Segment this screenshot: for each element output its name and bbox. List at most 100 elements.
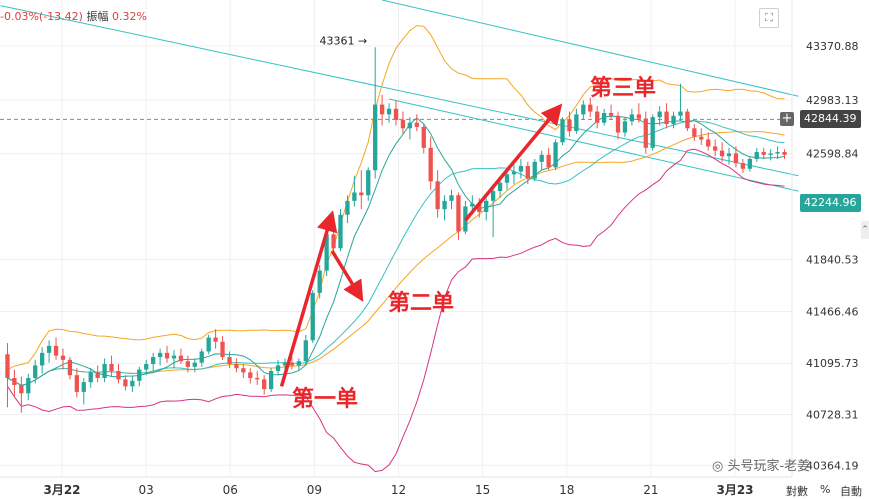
candle-body — [109, 364, 114, 371]
candle-body — [192, 362, 197, 367]
channel-lower-line — [0, 5, 799, 177]
candle-body — [518, 165, 524, 172]
candle-body — [359, 192, 364, 196]
candle-body — [46, 345, 52, 353]
time-axis: 3月22 03 06 09 12 15 18 21 3月23 — [0, 476, 792, 497]
candle-body — [615, 115, 621, 133]
candle-body — [490, 191, 496, 201]
watermark-text: 头号玩家-老姜 — [727, 459, 811, 474]
scroll-handle-icon[interactable]: ⌃ — [861, 221, 869, 239]
arrow-second — [330, 250, 364, 302]
annotation-second: 第二单 — [388, 291, 455, 316]
candle-body — [262, 379, 267, 390]
candle-body — [282, 362, 288, 366]
candle-body — [678, 111, 683, 116]
candle-body — [88, 372, 93, 383]
candle-body — [324, 234, 329, 271]
candle-body — [629, 114, 635, 122]
ma-mid-line — [7, 120, 785, 386]
current-price-label: 42844.39 — [800, 110, 861, 129]
candle-body — [95, 372, 100, 378]
annotation-third: 第三单 — [590, 76, 657, 101]
price-axis: 43370.88 42983.13 42598.84 41840.53 41466.46… — [791, 0, 859, 477]
candle-body — [248, 372, 253, 378]
channel-upper-line — [382, 0, 799, 97]
candle-body — [345, 200, 350, 215]
candle-body — [754, 152, 759, 159]
candle-body — [706, 139, 711, 147]
candle-body — [81, 382, 86, 392]
candle-body — [657, 111, 662, 118]
candle-body — [241, 368, 246, 373]
candle-body — [504, 174, 510, 183]
candle-body — [588, 104, 593, 112]
candle-body — [26, 377, 31, 394]
channel-mid-line — [388, 98, 799, 192]
candle-body — [67, 359, 73, 376]
candle-body — [414, 122, 419, 127]
candle-body — [255, 377, 260, 380]
candle-body — [761, 152, 766, 155]
candle-body — [484, 200, 489, 212]
candle-body — [435, 181, 440, 210]
candle-body — [699, 136, 704, 140]
candle-body — [407, 122, 413, 129]
candle-body — [213, 337, 218, 342]
log-scale-button[interactable]: 對數 — [786, 485, 808, 498]
watermark: ◎ 头号玩家-老姜 — [712, 459, 811, 474]
candle-body — [622, 121, 628, 133]
candle-body — [511, 171, 517, 175]
candle-body — [719, 150, 725, 157]
time-tick-label: 12 — [391, 483, 406, 497]
price-tick-label: 41840.53 — [806, 253, 859, 266]
candle-body — [303, 340, 308, 362]
candle-body — [185, 361, 191, 367]
candle-body — [456, 195, 461, 232]
time-tick-label: 3月23 — [716, 483, 753, 497]
candle-body — [601, 112, 607, 123]
add-alert-icon[interactable]: + — [780, 111, 794, 127]
candle-body — [733, 153, 739, 164]
candle-body — [393, 108, 399, 120]
candle-body — [747, 159, 752, 169]
price-tick-label: 42598.84 — [806, 148, 859, 161]
arrow-first — [279, 210, 338, 387]
candle-body — [137, 369, 142, 381]
candle-body — [768, 153, 773, 155]
candle-body — [352, 192, 357, 201]
candle-body — [532, 161, 537, 179]
candle-body — [574, 114, 579, 132]
candle-body — [164, 352, 170, 359]
candle-body — [227, 357, 232, 365]
candle-body — [712, 146, 718, 151]
bollinger-bands — [7, 25, 785, 473]
time-tick-label: 06 — [223, 483, 238, 497]
candle-body — [671, 115, 676, 125]
candle-body — [130, 380, 135, 387]
candle-body — [726, 153, 732, 157]
percent-scale-button[interactable]: % — [820, 483, 831, 496]
time-tick-label: 18 — [559, 483, 574, 497]
candle-body — [560, 119, 565, 143]
candle-body — [220, 341, 225, 358]
candle-body — [40, 352, 45, 366]
candle-body — [171, 355, 177, 359]
trend-channel — [0, 0, 799, 192]
header-stats: -0.03%(-13.42) 振幅 0.32% — [0, 8, 147, 24]
candle-body — [421, 126, 426, 148]
candle-body — [296, 361, 302, 366]
price-tick-label: 40364.19 — [806, 459, 859, 472]
candle-body — [331, 234, 336, 249]
auto-scale-button[interactable]: 自動 — [840, 485, 862, 498]
bb-upper-line — [7, 25, 785, 371]
candle-body — [685, 111, 690, 129]
candle-body — [123, 379, 128, 387]
candle-body — [5, 354, 10, 378]
candle-body — [157, 352, 163, 358]
candle-body — [782, 152, 787, 155]
level-price-label: 42244.96 — [800, 193, 861, 212]
candle-body — [12, 377, 17, 385]
fullscreen-icon[interactable]: ⛶ — [759, 8, 779, 28]
candle-body — [553, 142, 558, 168]
